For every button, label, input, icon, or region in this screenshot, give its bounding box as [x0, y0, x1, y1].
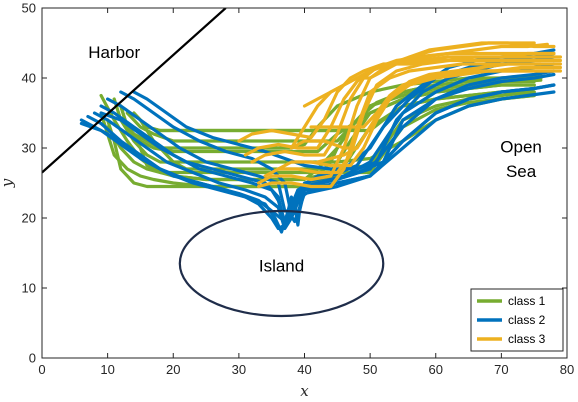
trajectory-line [289, 41, 536, 150]
x-tick-label: 40 [297, 362, 311, 377]
y-tick-label: 30 [22, 141, 36, 156]
annotation-label: Open [500, 137, 542, 156]
x-tick-label: 0 [38, 362, 45, 377]
annotation-label: Island [259, 256, 304, 275]
island-ellipse [178, 209, 385, 318]
trajectory-line [257, 62, 543, 189]
x-tick-label: 60 [429, 362, 443, 377]
x-tick-label: 30 [232, 362, 246, 377]
harbor-boundary-line [42, 8, 227, 174]
x-tick-label: 20 [166, 362, 180, 377]
legend: class 1 class 2 class 3 [470, 288, 564, 352]
trajectory-line [316, 62, 563, 164]
annotation-label: Sea [506, 162, 537, 181]
x-tick-label: 10 [100, 362, 114, 377]
y-tick-label: 50 [22, 1, 36, 16]
legend-entry: class 1 [508, 294, 546, 308]
annotation-label: Harbor [88, 43, 140, 62]
y-axis-label: y [0, 178, 16, 188]
y-tick-label: 0 [29, 351, 36, 366]
x-axis-label: x [300, 382, 309, 400]
x-tick-label: 50 [363, 362, 377, 377]
x-tick-label: 80 [560, 362, 574, 377]
trajectory-line [79, 83, 556, 234]
trajectory-line [145, 90, 536, 133]
legend-entry: class 3 [508, 332, 546, 346]
y-tick-label: 10 [22, 281, 36, 296]
trajectory-line [92, 69, 556, 231]
trajectory-line [237, 58, 563, 143]
trajectory-line [119, 83, 536, 154]
y-tick-label: 20 [22, 211, 36, 226]
trajectory-line [263, 51, 556, 178]
y-tick-label: 40 [22, 71, 36, 86]
series-class-3 [237, 41, 563, 189]
legend-entry: class 2 [508, 313, 546, 327]
x-tick-label: 70 [494, 362, 508, 377]
